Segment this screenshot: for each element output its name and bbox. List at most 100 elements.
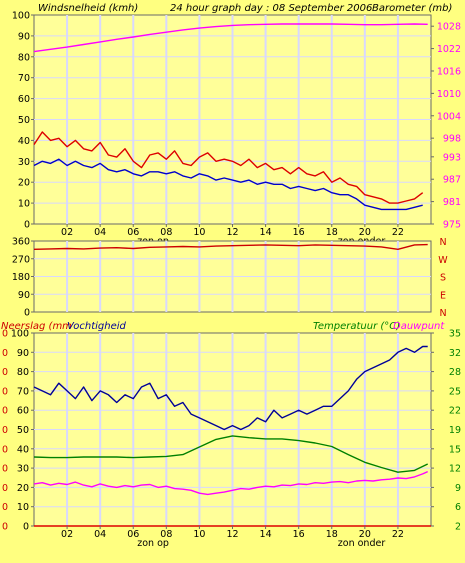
y-tick-left: 40	[17, 444, 29, 455]
humidity-axis-label: Vochtigheid	[67, 321, 127, 332]
y-tick-rain: 0	[2, 425, 8, 436]
compass-label: E	[440, 290, 446, 301]
y-tick-rain: 0	[2, 444, 8, 455]
x-tick: 08	[160, 529, 172, 540]
sunrise-label: zon op	[137, 538, 169, 549]
x-tick: 02	[61, 529, 73, 540]
x-tick: 16	[293, 227, 305, 238]
y-tick-left: 270	[12, 254, 30, 265]
y-tick-rain: 0	[2, 329, 8, 340]
series-dauwpunt	[33, 470, 428, 496]
y-tick-right: 28	[449, 367, 461, 378]
compass-label: S	[440, 273, 446, 284]
y-tick-rain: 0	[2, 464, 8, 475]
compass-label: W	[438, 255, 448, 266]
y-tick-left: 180	[12, 272, 30, 283]
series-windrichting	[33, 243, 428, 251]
y-tick-rain: 0	[2, 386, 8, 397]
x-tick: 08	[160, 227, 172, 238]
y-tick-right: 993	[443, 152, 461, 163]
y-tick-left: 0	[23, 522, 29, 533]
sunset-label: zon onder	[338, 538, 386, 549]
temperature-axis-label: Temperatuur (°C)	[313, 321, 400, 332]
x-tick: 14	[260, 529, 272, 540]
y-tick-right: 998	[443, 134, 461, 145]
y-tick-right: 15	[449, 444, 461, 455]
barometer-axis-label: Barometer (mb)	[372, 3, 452, 14]
y-tick-left: 30	[17, 464, 29, 475]
y-tick-left: 70	[18, 73, 30, 84]
y-tick-left: 30	[18, 157, 30, 168]
y-tick-right: 1004	[437, 111, 461, 122]
y-tick-right: 25	[449, 386, 461, 397]
y-tick-right: 981	[443, 197, 461, 208]
x-tick: 12	[226, 227, 238, 238]
series-windsnelheid-gust	[33, 131, 424, 204]
panel-wind_direction	[31, 240, 432, 313]
y-tick-left: 90	[17, 348, 29, 359]
y-tick-rain: 0	[2, 348, 8, 359]
y-tick-rain: 0	[2, 522, 8, 533]
y-tick-left: 20	[17, 483, 29, 494]
y-tick-rain: 0	[2, 502, 8, 513]
x-tick: 04	[94, 227, 106, 238]
x-tick: 18	[326, 529, 338, 540]
series-temperatuur	[33, 435, 429, 473]
y-tick-right: 1022	[437, 44, 461, 55]
y-tick-right: 9	[455, 483, 461, 494]
x-tick: 18	[326, 227, 338, 238]
y-tick-right: 1016	[437, 66, 461, 77]
x-tick: 14	[260, 227, 272, 238]
x-tick: 12	[226, 529, 238, 540]
y-tick-left: 40	[18, 136, 30, 147]
y-tick-left: 70	[17, 386, 29, 397]
rain-axis-label: Neerslag (mm	[1, 321, 72, 332]
y-tick-right: 19	[449, 425, 461, 436]
compass-label: N	[439, 237, 446, 248]
x-tick: 10	[193, 529, 205, 540]
y-tick-left: 360	[12, 237, 30, 248]
y-tick-rain: 0	[2, 483, 8, 494]
compass-label: N	[439, 308, 446, 319]
dewpoint-axis-label: Dauwpunt	[393, 321, 445, 332]
y-tick-right: 975	[443, 220, 461, 231]
y-tick-left: 60	[18, 94, 30, 105]
y-tick-left: 60	[17, 406, 29, 417]
y-tick-left: 50	[17, 425, 29, 436]
x-tick: 06	[127, 529, 139, 540]
y-tick-left: 0	[24, 220, 30, 231]
x-tick: 04	[94, 529, 106, 540]
y-tick-right: 2	[455, 522, 461, 533]
y-tick-right: 6	[455, 502, 461, 513]
x-tick: 16	[293, 529, 305, 540]
y-tick-left: 50	[18, 115, 30, 126]
y-tick-left: 10	[18, 199, 30, 210]
y-tick-left: 90	[18, 290, 30, 301]
y-tick-right: 1028	[437, 22, 461, 33]
y-tick-right: 987	[443, 175, 461, 186]
y-tick-right: 1010	[437, 89, 461, 100]
wind-speed-axis-label: Windsnelheid (kmh)	[38, 3, 138, 14]
series-barometer	[33, 23, 428, 53]
panel-wind_pressure	[31, 14, 434, 227]
y-tick-left: 80	[17, 367, 29, 378]
x-tick: 06	[127, 227, 139, 238]
x-tick: 22	[392, 529, 404, 540]
y-tick-rain: 0	[2, 367, 8, 378]
panel-humidity_temperature	[31, 332, 434, 529]
y-tick-left: 20	[18, 178, 30, 189]
y-tick-left: 0	[24, 308, 30, 319]
x-tick: 22	[392, 227, 404, 238]
y-tick-left: 100	[11, 329, 29, 340]
series-windsnelheid-gemiddeld	[33, 158, 423, 211]
x-tick: 10	[193, 227, 205, 238]
x-tick: 20	[359, 529, 371, 540]
y-tick-right: 35	[449, 329, 461, 340]
x-tick: 02	[61, 227, 73, 238]
y-tick-left: 80	[18, 52, 30, 63]
y-tick-right: 22	[449, 406, 461, 417]
y-tick-left: 90	[18, 31, 30, 42]
y-tick-left: 100	[12, 11, 30, 22]
